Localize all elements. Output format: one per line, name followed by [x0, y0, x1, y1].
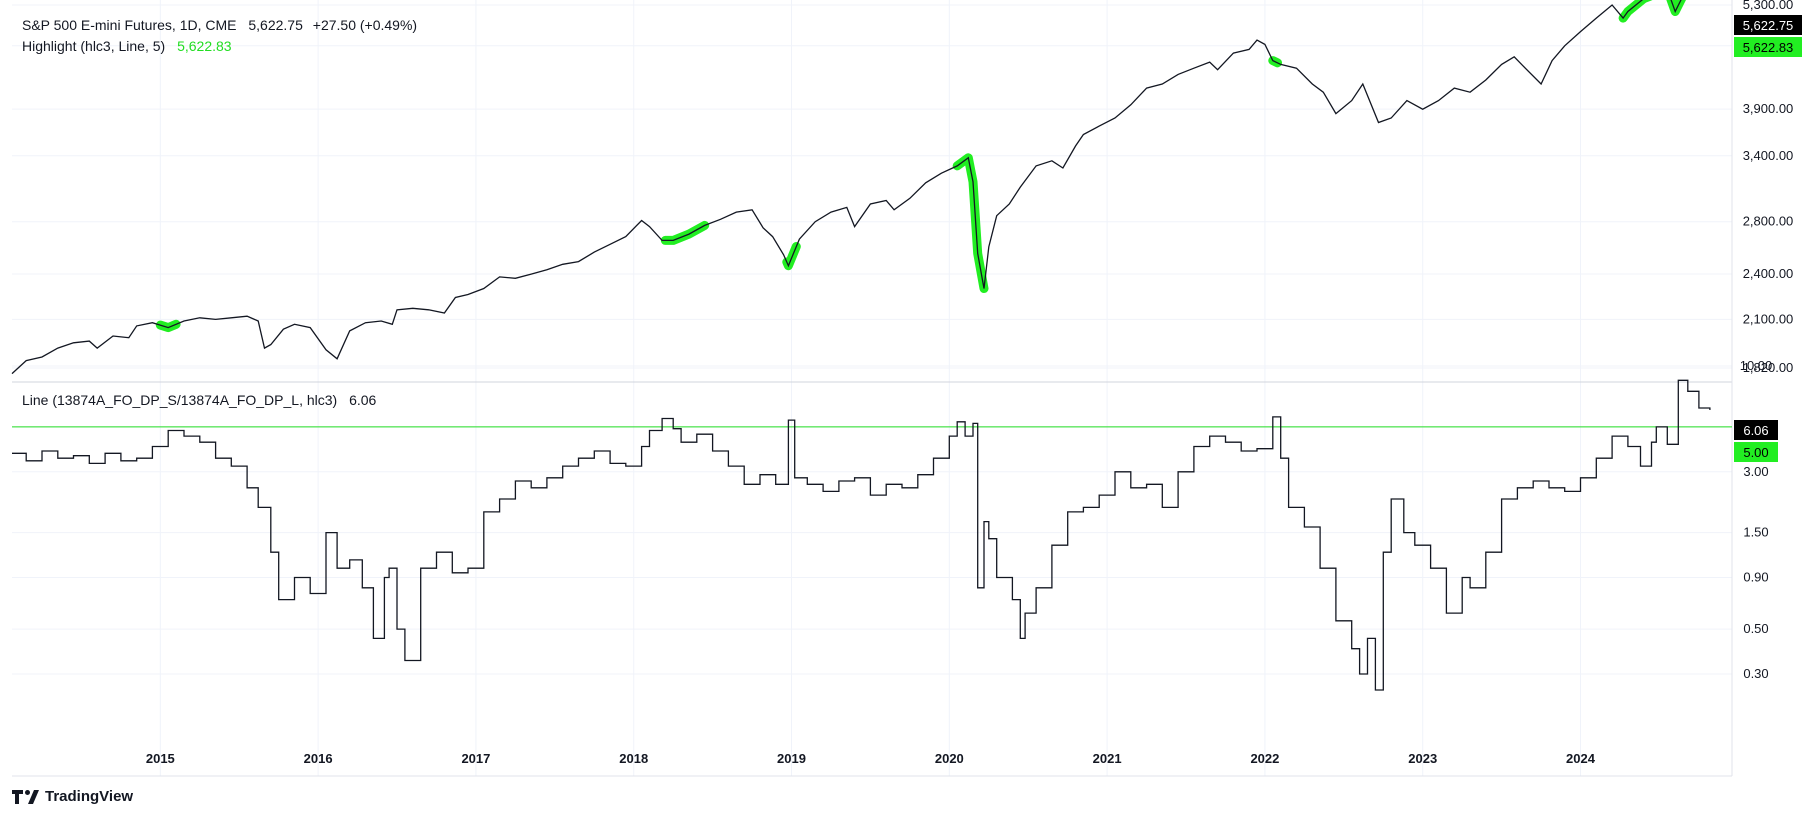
line-indicator-title[interactable]: Line (13874A_FO_DP_S/13874A_FO_DP_L, hlc… — [22, 392, 338, 408]
indicator-axis-tick-label: 0.50 — [1743, 621, 1768, 636]
price-axis-tick-label: 1,820.00 — [1743, 360, 1794, 375]
time-axis-tick-label: 2022 — [1250, 751, 1279, 766]
price-axis-tick-label: 3,900.00 — [1743, 101, 1794, 116]
price-change: +27.50 (+0.49%) — [312, 17, 418, 33]
time-axis-tick-label: 2021 — [1093, 751, 1122, 766]
time-axis-tick-label: 2019 — [777, 751, 806, 766]
brand-name: TradingView — [45, 788, 134, 805]
last-price: 5,622.75 — [248, 17, 303, 33]
time-axis-tick-label: 2017 — [461, 751, 490, 766]
price-axis-tick-label: 2,400.00 — [1743, 266, 1794, 281]
price-highlight-segments — [155, 0, 1686, 333]
time-axis-tick-label: 2023 — [1408, 751, 1437, 766]
upper-legend: S&P 500 E-mini Futures, 1D, CME 5,622.75… — [22, 15, 417, 35]
highlight-value-badge: 5,622.83 — [1734, 37, 1802, 57]
indicator-series-line — [12, 379, 1711, 691]
indicator-value-badge: 6.06 — [1734, 420, 1778, 440]
symbol-title[interactable]: S&P 500 E-mini Futures, 1D, CME — [22, 17, 237, 33]
grid-lines — [12, 0, 1732, 776]
price-axis-tick-label: 2,800.00 — [1743, 214, 1794, 229]
time-axis-tick-label: 2018 — [619, 751, 648, 766]
indicator-axis-tick-label: 0.90 — [1743, 570, 1768, 585]
tradingview-brand[interactable]: TradingView — [12, 788, 133, 805]
last-price-badge-text: 5,622.75 — [1743, 18, 1794, 33]
highlight-indicator-value: 5,622.83 — [177, 38, 232, 54]
tradingview-logo-icon — [12, 789, 39, 804]
indicator-axis-tick-label: 1.50 — [1743, 525, 1768, 540]
indicator-value-badge-text: 6.06 — [1743, 423, 1768, 438]
last-price-badge: 5,622.75 — [1734, 15, 1802, 35]
line-indicator-value: 6.06 — [349, 392, 377, 408]
highlight-segment — [1618, 0, 1686, 23]
indicator-axis-ticks[interactable]: 0.30 0.50 0.90 1.50 3.00 10.00 — [1740, 358, 1773, 681]
lower-legend: Line (13874A_FO_DP_S/13874A_FO_DP_L, hlc… — [22, 390, 376, 410]
price-axis-tick-label: 2,100.00 — [1743, 311, 1794, 326]
price-axis-tick-label: 5,300.00 — [1743, 0, 1794, 12]
time-axis-tick-label: 2016 — [304, 751, 333, 766]
indicator-axis-tick-label: 0.30 — [1743, 666, 1768, 681]
indicator-axis-tick-label: 10.00 — [1740, 358, 1773, 373]
time-axis-ticks[interactable]: 2015 2016 2017 2018 2019 2020 2021 2022 2023 2024 — [146, 751, 1596, 766]
indicator-axis-tick-label: 3.00 — [1743, 464, 1768, 479]
price-series-line — [11, 0, 1682, 375]
time-axis-tick-label: 2024 — [1566, 751, 1596, 766]
time-axis-tick-label: 2020 — [935, 751, 964, 766]
highlight-indicator-legend: Highlight (hlc3, Line, 5) 5,622.83 — [22, 36, 232, 56]
highlight-indicator-title[interactable]: Highlight (hlc3, Line, 5) — [22, 38, 166, 54]
highlight-segment — [660, 220, 710, 245]
threshold-value-badge: 5.00 — [1734, 442, 1778, 462]
price-axis-tick-label: 3,400.00 — [1743, 148, 1794, 163]
highlight-value-badge-text: 5,622.83 — [1743, 40, 1794, 55]
threshold-value-badge-text: 5.00 — [1743, 445, 1768, 460]
time-axis-tick-label: 2015 — [146, 751, 175, 766]
